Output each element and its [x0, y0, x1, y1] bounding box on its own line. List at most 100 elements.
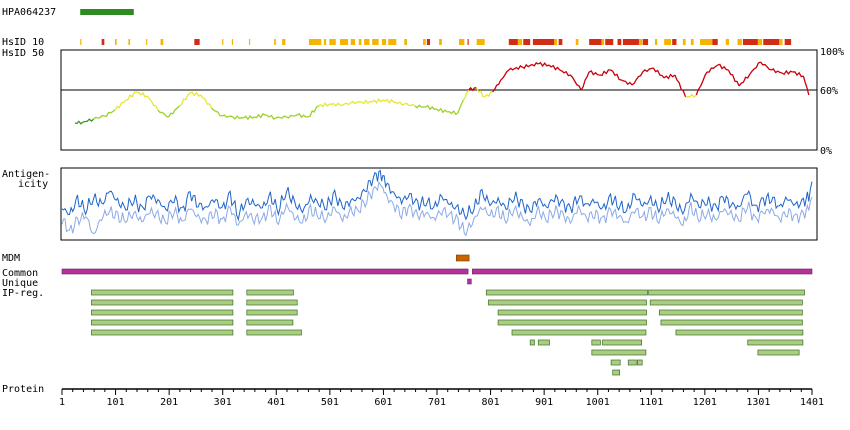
ipreg-bar-0-1: [246, 289, 294, 296]
hsid50-segment-36: [457, 99, 464, 114]
hsid10-segment-33: [554, 39, 557, 45]
hsid10-segment-1: [101, 39, 105, 45]
hsid10-segment-32: [532, 39, 555, 45]
hsid50-segment-49: [580, 71, 590, 91]
ipreg-bar-4-1: [246, 329, 302, 336]
hsid50-segment-27: [361, 99, 373, 105]
protein-axis: 1 101 201 301 401 501 601 701 801 901 1001 1101 1201…: [59, 388, 824, 408]
ipreg-bar-1-3: [649, 299, 803, 306]
hsid50-segment-32: [414, 104, 426, 109]
hsid10-segment-16: [350, 39, 356, 45]
hsid50-segment-19: [275, 115, 287, 119]
ipreg-bar-0-2: [485, 289, 648, 296]
hsid50-line: [74, 61, 810, 125]
hsid10-segment-7: [222, 39, 224, 45]
hsid50-segment-39: [476, 87, 485, 98]
hsid10-segment-14: [329, 39, 336, 45]
hsid50-segment-60: [695, 71, 708, 96]
hsid10-segment-28: [476, 39, 485, 45]
ipreg-bar-2-3: [658, 309, 803, 316]
protein-axis-tick-label-301: 301: [214, 397, 232, 408]
hsid10-segment-49: [712, 39, 718, 45]
hsid10-segment-29: [508, 39, 518, 45]
hsid50-segment-2: [93, 114, 105, 120]
hsid10-segment-3: [128, 39, 131, 45]
ipreg-label: IP-reg.: [2, 288, 44, 299]
hsid10-segment-2: [115, 39, 117, 45]
hsid10-segment-34: [558, 39, 563, 45]
hsid50-segment-68: [781, 69, 793, 76]
hsid50-segment-64: [738, 73, 751, 87]
protein-axis-tick-label-201: 201: [160, 397, 178, 408]
ipreg-bar-3-3: [660, 319, 803, 326]
protein-axis-tick-label-701: 701: [428, 397, 446, 408]
mdm-track: [455, 254, 470, 262]
common-track: [61, 268, 813, 275]
ipreg-bar-2-0: [91, 309, 234, 316]
hsid10-segment-40: [622, 39, 639, 45]
hsid50-segment-4: [114, 99, 127, 111]
hsid10-label: HsID 10: [2, 37, 44, 48]
hsid50-segment-47: [559, 69, 571, 77]
antigenicity-lines: [61, 169, 813, 237]
hsid50-segment-62: [717, 63, 729, 71]
hsid10-segment-56: [784, 39, 792, 45]
hsid50-tick-100: 100%: [820, 47, 844, 58]
hsid50-segment-30: [393, 101, 405, 106]
hsid50-segment-40: [484, 90, 493, 98]
protein-axis-tick-label-101: 101: [107, 397, 125, 408]
ipreg-bar-8-0: [612, 369, 621, 376]
hsid10-segment-54: [763, 39, 780, 45]
hsid10-segment-19: [372, 39, 379, 45]
hsid10-segment-37: [601, 39, 605, 45]
protein-axis-tick-label-901: 901: [535, 397, 553, 408]
common-label: Common: [2, 268, 38, 279]
hsid50-segment-15: [232, 115, 244, 120]
hsid10-segment-41: [638, 39, 643, 45]
hsid50-segment-0: [74, 120, 84, 125]
ipreg-bar-3-0: [91, 319, 234, 326]
hsid10-segment-21: [388, 39, 397, 45]
hsid10-segment-43: [655, 39, 658, 45]
hsid10-segment-38: [605, 39, 614, 45]
hsid50-segment-58: [674, 74, 687, 98]
hsid50-segment-29: [382, 98, 395, 104]
hsid50-segment-22: [307, 105, 319, 118]
unique-bar-0: [467, 278, 472, 285]
hsid50-plot-frame: [60, 49, 818, 151]
hsid50-tick-60: 60%: [820, 86, 838, 97]
protein-axis-tick-label-1401: 1401: [800, 397, 824, 408]
ipreg-bar-6-1: [757, 349, 800, 356]
hsid50-segment-23: [318, 102, 330, 108]
hsid50-segment-52: [610, 69, 622, 81]
hsid10-segment-15: [340, 39, 349, 45]
protein-axis-tick-label-601: 601: [374, 397, 392, 408]
hsid50-segment-44: [521, 62, 539, 70]
hsid50-segment-46: [548, 64, 561, 71]
common-bar-1: [472, 268, 813, 275]
hsid50-segment-9: [168, 105, 180, 118]
hsid10-segment-8: [231, 39, 234, 45]
hsid10-segment-26: [458, 39, 465, 45]
hsid10-segment-48: [700, 39, 713, 45]
hsid50-segment-69: [792, 71, 804, 78]
ipreg-bar-0-3: [648, 289, 805, 296]
hsid10-segment-52: [742, 39, 758, 45]
hsid50-segment-38: [468, 86, 477, 92]
hsid10-segment-12: [308, 39, 322, 45]
hsid50-segment-50: [588, 70, 600, 76]
hsid50-segment-55: [642, 67, 654, 73]
antibody-label: HPA064237: [2, 7, 56, 18]
hsid50-segment-21: [296, 112, 308, 119]
hsid10-segment-36: [589, 39, 602, 45]
hsid10-segment-18: [364, 39, 370, 45]
ipreg-bar-3-2: [497, 319, 647, 326]
hsid50-segment-34: [436, 107, 448, 114]
hsid50-segment-5: [125, 91, 137, 101]
ipreg-bar-4-0: [91, 329, 234, 336]
hsid50-segment-48: [569, 74, 582, 91]
hsid10-segment-6: [194, 39, 200, 45]
hsid10-segment-20: [381, 39, 387, 45]
hsid50-segment-8: [157, 109, 169, 118]
hsid50-segment-41: [492, 79, 502, 93]
